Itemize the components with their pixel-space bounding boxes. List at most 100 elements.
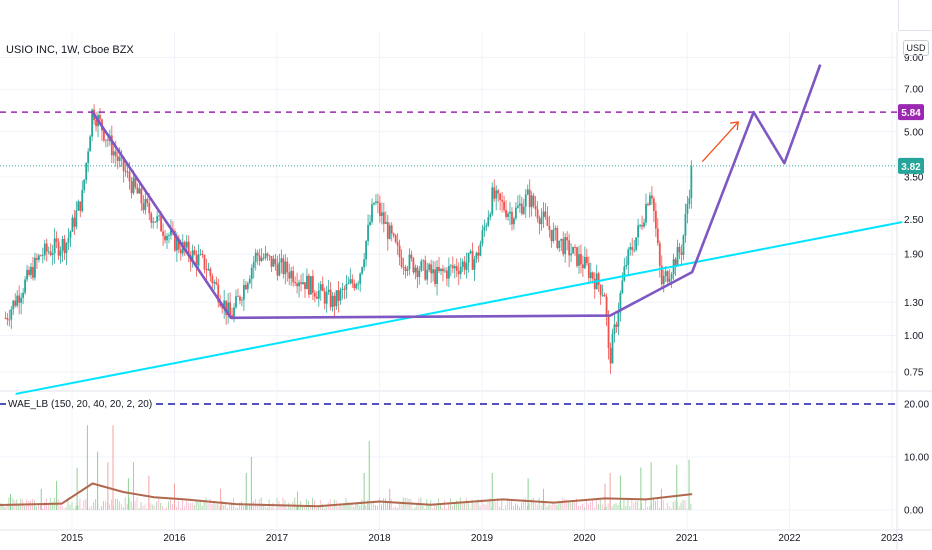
x-tick-label: 2017 — [266, 533, 289, 544]
candle-body — [532, 195, 535, 206]
candle-body — [156, 216, 159, 223]
candle-body — [152, 221, 155, 223]
candle-body — [110, 135, 113, 156]
candle-body — [625, 264, 628, 267]
candle-body — [173, 230, 176, 251]
candle-body — [418, 270, 421, 277]
candle-body — [607, 316, 610, 349]
candle-body — [611, 333, 614, 364]
candle-body — [55, 238, 58, 242]
candle-body — [217, 284, 220, 303]
candle-body — [162, 231, 164, 236]
candle-body — [254, 252, 257, 262]
candle-body — [122, 156, 125, 171]
candle-body — [568, 240, 571, 256]
candle-body — [481, 230, 484, 244]
candle-body — [501, 199, 504, 202]
candle-body — [63, 239, 66, 254]
candle-body — [339, 289, 342, 301]
candle-body — [146, 199, 149, 203]
candle-body — [225, 300, 228, 315]
candle-body — [36, 257, 38, 260]
candle-body — [290, 270, 293, 279]
candle-body — [526, 189, 529, 195]
candle-body — [605, 296, 608, 317]
candle-body — [193, 250, 196, 255]
candle-body — [349, 279, 352, 284]
candle-body — [528, 189, 531, 208]
candle-body — [20, 297, 23, 303]
candle-body — [168, 235, 170, 237]
candle-body — [329, 289, 332, 308]
candle-body — [637, 225, 640, 238]
candle-body — [43, 243, 46, 256]
candle-body — [34, 257, 36, 278]
candle-body — [384, 222, 387, 224]
candle-body — [654, 210, 657, 229]
candle-body — [518, 203, 521, 206]
candle-body — [377, 201, 379, 203]
candle-body — [540, 217, 543, 225]
candle-body — [4, 317, 7, 319]
candle-body — [552, 229, 555, 241]
candle-body — [229, 302, 231, 315]
candle-body — [268, 255, 271, 257]
candle-body — [278, 262, 281, 276]
candle-body — [140, 188, 143, 204]
candle-body — [524, 194, 527, 207]
candle-body — [124, 170, 127, 173]
candle-body — [477, 252, 480, 256]
toolbar-corner[interactable] — [898, 0, 932, 31]
candle-body — [412, 258, 415, 273]
candle-body — [690, 166, 693, 199]
candle-body — [158, 215, 161, 217]
candle-body — [79, 201, 82, 211]
candle-body — [516, 205, 519, 208]
projection-arrow-head — [730, 121, 739, 131]
candle-body — [558, 240, 561, 249]
candle-body — [662, 275, 665, 285]
candle-body — [566, 237, 569, 241]
candle-body — [469, 251, 472, 253]
candle-body — [105, 139, 107, 141]
candle-body — [150, 213, 153, 223]
currency-toggle[interactable]: USD — [903, 40, 929, 56]
candle-body — [22, 292, 25, 298]
candle-body — [209, 268, 212, 277]
y-tick-label: 7.00 — [904, 85, 924, 96]
candle-body — [593, 278, 596, 290]
candle-body — [325, 292, 328, 304]
candle-body — [351, 279, 354, 284]
candle-body — [574, 246, 576, 248]
candle-body — [430, 264, 433, 274]
candle-body — [118, 157, 121, 161]
candle-body — [12, 300, 15, 310]
candle-body — [408, 254, 411, 270]
candle-body — [112, 151, 115, 156]
candle-body — [166, 235, 168, 241]
price-candles — [4, 104, 693, 375]
candle-body — [674, 259, 677, 267]
candle-body — [256, 252, 259, 256]
candle-body — [18, 295, 21, 303]
candle-body — [444, 270, 446, 272]
candle-body — [235, 296, 237, 308]
candle-body — [428, 264, 431, 270]
candle-body — [345, 283, 348, 290]
candle-body — [32, 266, 34, 278]
candle-body — [26, 269, 28, 280]
candle-body — [459, 266, 462, 275]
candle-body — [495, 190, 498, 199]
resistance-label: 5.84 — [901, 108, 921, 119]
candle-body — [154, 221, 157, 223]
projection-arrow — [701, 121, 739, 163]
candle-body — [195, 254, 198, 266]
candle-body — [28, 269, 30, 275]
candle-body — [128, 171, 131, 182]
axes: 9.00 7.00 5.00 3.50 2.50 1.90 1.30 1.00 0.75 2015… — [61, 53, 930, 544]
candle-body — [363, 259, 366, 268]
x-tick-label: 2016 — [163, 533, 186, 544]
candle-body — [132, 177, 135, 194]
